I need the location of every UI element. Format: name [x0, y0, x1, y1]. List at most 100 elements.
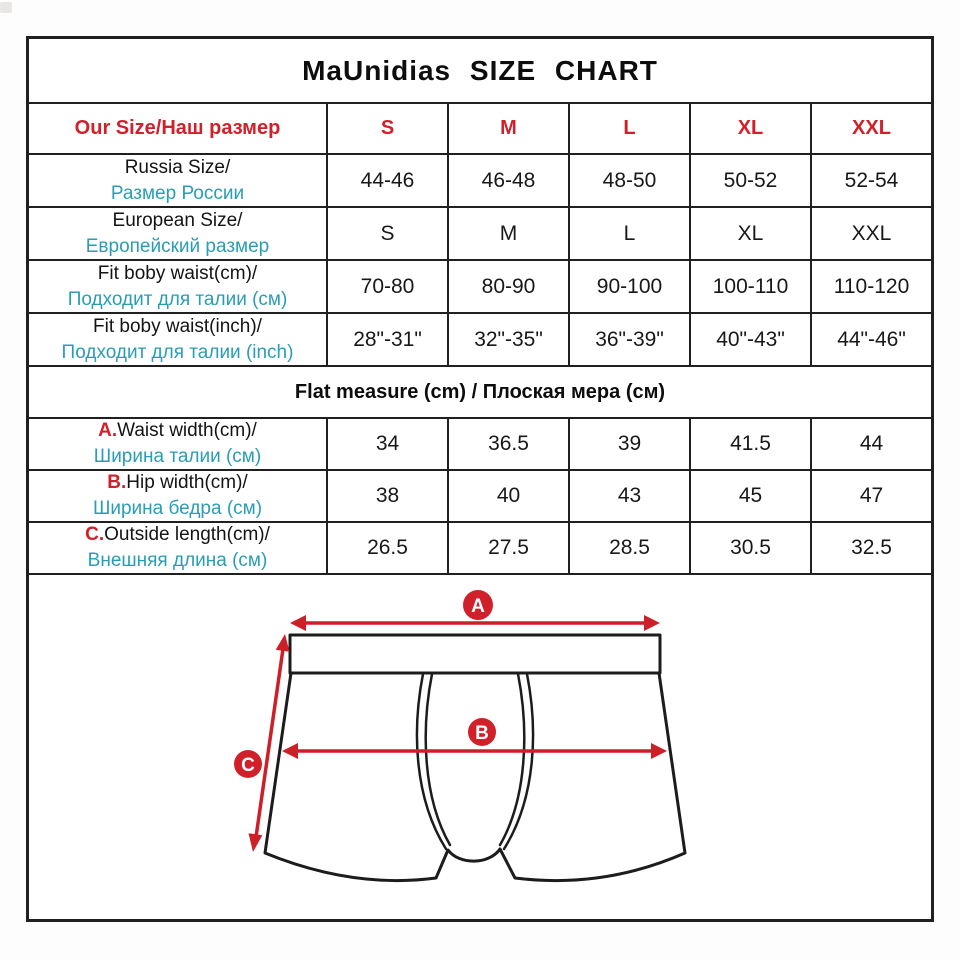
row-label-cell: C.Outside length(cm)/ Внешняя длина (см): [29, 523, 328, 573]
arrow-b-head-left: [282, 743, 298, 759]
row-label-cell: B.Hip width(cm)/ Ширина бедра (см): [29, 471, 328, 521]
badge-c-circle: [234, 750, 262, 778]
row-label-cell: European Size/ Европейский размер: [29, 208, 328, 259]
table-row-hip-width: B.Hip width(cm)/ Ширина бедра (см) 38 40…: [29, 471, 931, 523]
row-label-ru: Подходит для талии (inch): [61, 341, 294, 363]
arrow-c-head-top: [275, 634, 290, 652]
cell-value: 110-120: [833, 274, 910, 298]
cell-value: M: [449, 208, 570, 259]
cell-value: XL: [691, 208, 812, 259]
cell-value: 50-52: [691, 155, 812, 206]
cell-value: 44: [859, 432, 884, 455]
header-label-cell: Our Size/Наш размер: [29, 104, 328, 153]
cell-value: 80-90: [449, 261, 570, 312]
size-col-xxl: XXL: [852, 117, 891, 139]
row-label-en-text: Waist width(cm)/: [117, 420, 257, 441]
cell-value: 45: [691, 471, 812, 521]
row-label-en: Russia Size/: [124, 156, 231, 178]
page-title: MaUnidias SIZE CHART: [302, 54, 658, 86]
cell-value: 43: [570, 471, 691, 521]
arrow-c-head-bottom: [248, 833, 263, 852]
cell-value: 26.5: [328, 523, 449, 573]
cell-value: 46-48: [449, 155, 570, 206]
arrow-a-head-right: [644, 615, 660, 631]
measure-letter-a: A.: [98, 420, 118, 441]
cell-value: 40"-43": [691, 314, 812, 365]
row-label-en: Fit boby waist(inch)/: [93, 315, 262, 337]
badge-a-label: A: [471, 596, 485, 617]
section-header-row: Flat measure (cm) / Плоская мера (см): [29, 367, 931, 419]
badge-a-circle: [463, 590, 493, 620]
size-chart-table: MaUnidias SIZE CHART Our Size/Наш размер…: [26, 36, 934, 922]
boxer-briefs-diagram-svg: A B C: [234, 590, 687, 883]
table-row-fit-waist-cm: Fit boby waist(cm)/ Подходит для талии (…: [29, 261, 931, 314]
waistband: [288, 633, 662, 675]
measure-badges: A B C: [234, 590, 496, 778]
cell-value: 44-46: [328, 155, 449, 206]
title-row: MaUnidias SIZE CHART: [29, 39, 931, 104]
row-label-cell: Fit boby waist(inch)/ Подходит для талии…: [29, 314, 328, 365]
row-label-cell: Russia Size/ Размер России: [29, 155, 328, 206]
arrow-a-head-left: [290, 615, 306, 631]
cell-value: 36"-39": [570, 314, 691, 365]
row-label-en-text: Outside length(cm)/: [104, 524, 270, 545]
arrow-b-head-right: [651, 743, 667, 759]
measure-letter-b: B.: [107, 472, 127, 493]
cell-value: 32"-35": [449, 314, 570, 365]
cell-value: 28.5: [570, 523, 691, 573]
measure-arrows: [248, 615, 667, 852]
boxer-body: [263, 671, 687, 883]
cell-value: 39: [570, 419, 691, 469]
row-label-en: B.Hip width(cm)/: [107, 470, 247, 496]
cell-value: 47: [859, 484, 884, 507]
pouch-seams: [415, 672, 535, 851]
cell-value: 38: [328, 471, 449, 521]
row-label-en: Fit boby waist(cm)/: [97, 262, 258, 284]
row-label-ru: Внешняя длина (см): [87, 550, 268, 571]
table-row-waist-width: A.Waist width(cm)/ Ширина талии (см) 34 …: [29, 419, 931, 471]
row-label-ru: Размер России: [110, 182, 245, 204]
cell-value: 28"-31": [328, 314, 449, 365]
cell-value: 41.5: [691, 419, 812, 469]
cell-value: 52-54: [844, 168, 899, 192]
cell-value: 44"-46": [837, 327, 906, 351]
cell-value: 32.5: [851, 536, 892, 559]
row-label-en-text: Hip width(cm)/: [126, 472, 248, 493]
measure-letter-c: C.: [85, 524, 105, 545]
row-label-en: European Size/: [112, 209, 243, 231]
cell-value: 30.5: [691, 523, 812, 573]
size-col-m: M: [449, 104, 570, 153]
cell-value: L: [570, 208, 691, 259]
badge-b-label: B: [475, 723, 489, 744]
header-label: Our Size/Наш размер: [74, 117, 281, 139]
row-label-ru: Европейский размер: [85, 235, 270, 257]
row-label-ru: Ширина бедра (см): [92, 498, 263, 519]
arrow-c-line: [254, 648, 285, 838]
badge-b-circle: [468, 718, 496, 746]
row-label-ru: Ширина талии (см): [93, 446, 262, 467]
boxer-outline: [263, 633, 687, 883]
cell-value: 40: [449, 471, 570, 521]
size-col-l: L: [570, 104, 691, 153]
cell-value: XXL: [851, 221, 892, 245]
cell-value: S: [328, 208, 449, 259]
cell-value: 34: [328, 419, 449, 469]
measurement-diagram: A B C: [29, 575, 931, 899]
header-row: Our Size/Наш размер S M L XL XXL: [29, 104, 931, 155]
table-row-outside-length: C.Outside length(cm)/ Внешняя длина (см)…: [29, 523, 931, 575]
row-label-cell: Fit boby waist(cm)/ Подходит для талии (…: [29, 261, 328, 312]
table-row-russia-size: Russia Size/ Размер России 44-46 46-48 4…: [29, 155, 931, 208]
size-col-xl: XL: [691, 104, 812, 153]
cell-value: 90-100: [570, 261, 691, 312]
table-row-european-size: European Size/ Европейский размер S M L …: [29, 208, 931, 261]
row-label-ru: Подходит для талии (см): [67, 288, 288, 310]
cell-value: 27.5: [449, 523, 570, 573]
cell-value: 70-80: [328, 261, 449, 312]
table-row-fit-waist-inch: Fit boby waist(inch)/ Подходит для талии…: [29, 314, 931, 367]
cell-value: 100-110: [691, 261, 812, 312]
cell-value: 48-50: [570, 155, 691, 206]
badge-c-label: C: [241, 755, 255, 776]
row-label-en: C.Outside length(cm)/: [85, 522, 270, 548]
row-label-en: A.Waist width(cm)/: [98, 418, 257, 444]
cell-value: 36.5: [449, 419, 570, 469]
